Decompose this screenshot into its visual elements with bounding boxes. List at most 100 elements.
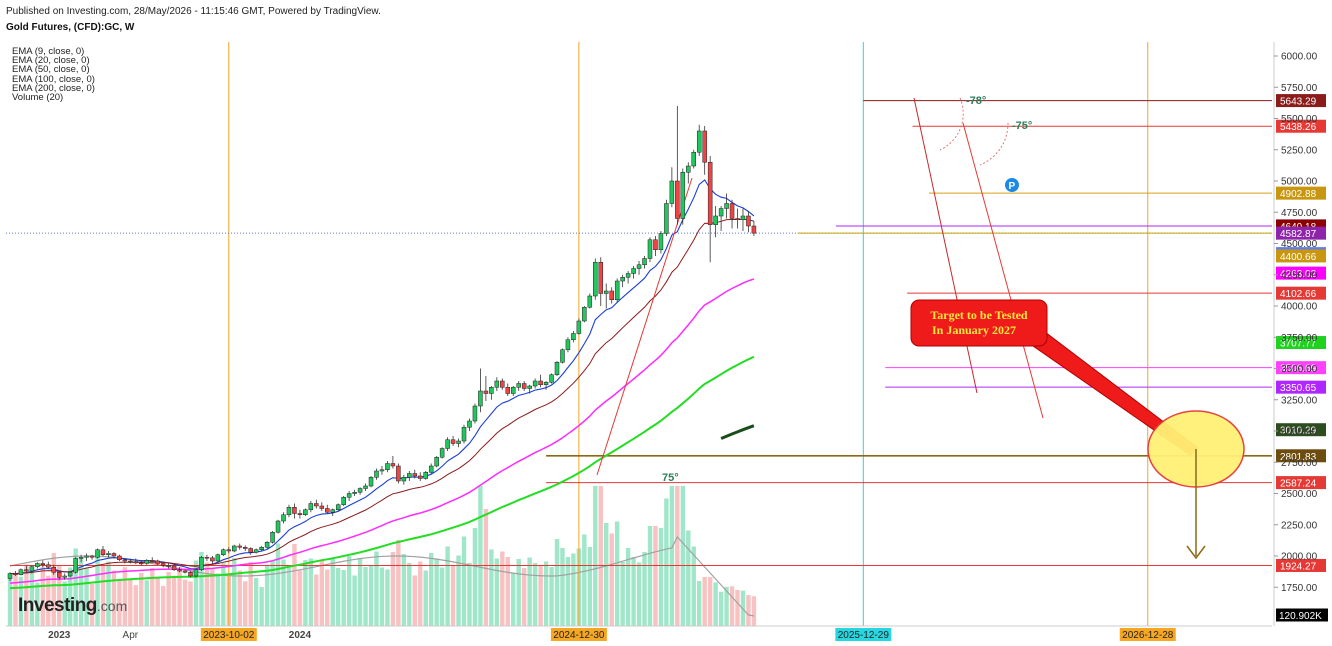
candle-body bbox=[565, 339, 571, 350]
candle-body bbox=[686, 165, 691, 173]
volume-label-bg bbox=[1276, 608, 1328, 622]
candle-body bbox=[560, 349, 565, 363]
volume-bar bbox=[653, 526, 658, 626]
price-tick-label: 5500.00 bbox=[1281, 114, 1318, 125]
volume-bar bbox=[385, 569, 390, 626]
candle-body bbox=[160, 563, 166, 566]
candle-body bbox=[647, 239, 653, 259]
time-label: 2024 bbox=[289, 630, 312, 641]
ema-line-100 bbox=[9, 355, 755, 590]
ema-lines bbox=[9, 179, 755, 590]
price-tick-label: 2500.00 bbox=[1281, 489, 1318, 500]
volume-bar bbox=[560, 548, 565, 626]
candle-body bbox=[259, 547, 264, 550]
candle-body bbox=[385, 463, 390, 470]
candle-body bbox=[341, 497, 346, 505]
volume-bar bbox=[456, 555, 461, 626]
candle-body bbox=[67, 572, 73, 577]
trendline-up bbox=[596, 177, 693, 476]
candle-body bbox=[204, 557, 210, 559]
candle-body bbox=[423, 472, 428, 479]
price-label: 5643.29 bbox=[1280, 97, 1317, 108]
time-axis: 2023 Apr 2023-10-02 2024 2024-12-30 2025-12-2… bbox=[6, 625, 1272, 641]
price-label: 4400.66 bbox=[1280, 252, 1317, 263]
volume-bar bbox=[724, 586, 729, 626]
candle-body bbox=[335, 504, 341, 510]
candle-body bbox=[669, 180, 675, 204]
candle-body bbox=[494, 380, 500, 388]
candle-body bbox=[46, 564, 51, 568]
candle-body bbox=[368, 477, 374, 487]
candle-body bbox=[439, 448, 445, 458]
indicator-ema20[interactable]: EMA (20, close, 0) bbox=[12, 55, 90, 67]
volume-bar bbox=[483, 509, 489, 626]
volume-bar bbox=[243, 581, 248, 626]
volume-bar bbox=[445, 546, 450, 626]
volume-bar bbox=[40, 566, 46, 626]
indicator-ema100[interactable]: EMA (100, close, 0) bbox=[12, 73, 95, 85]
price-label: 3350.65 bbox=[1280, 383, 1317, 394]
candle-body bbox=[418, 475, 423, 479]
candle-body bbox=[89, 555, 95, 558]
volume-bar bbox=[18, 576, 24, 626]
candle-body bbox=[106, 553, 111, 555]
volume-bar bbox=[620, 562, 625, 626]
volume-bar bbox=[396, 540, 401, 626]
volume-bar bbox=[625, 548, 631, 626]
candle-body bbox=[532, 380, 538, 387]
volume-bar bbox=[511, 573, 516, 626]
candle-body bbox=[543, 382, 549, 385]
volume-bar bbox=[664, 498, 669, 626]
angle-label: -75° bbox=[1012, 120, 1032, 132]
volume-bar bbox=[210, 568, 215, 626]
volume-bar bbox=[106, 561, 111, 626]
candle-body bbox=[549, 374, 554, 383]
volume-bar bbox=[729, 586, 735, 626]
volume-bar bbox=[489, 549, 494, 626]
candle-body bbox=[286, 507, 292, 515]
candle-body bbox=[100, 549, 106, 555]
candle-body bbox=[122, 559, 128, 562]
indicator-ema50[interactable]: EMA (50, close, 0) bbox=[12, 64, 90, 76]
candle-body bbox=[740, 215, 746, 220]
candle-body bbox=[264, 542, 270, 548]
volume-bar bbox=[325, 569, 330, 626]
volume-bar bbox=[527, 557, 532, 626]
price-label-bg bbox=[1276, 423, 1326, 437]
ema-line-20 bbox=[9, 218, 755, 575]
volume-bar bbox=[614, 521, 620, 626]
volume-bar bbox=[472, 528, 478, 626]
volume-bar bbox=[270, 561, 275, 626]
volume-bar bbox=[439, 567, 445, 626]
volume-bar bbox=[281, 559, 286, 626]
price-label-bg bbox=[1276, 119, 1326, 133]
indicator-ema200[interactable]: EMA (200, close, 0) bbox=[12, 82, 95, 94]
indicator-volume[interactable]: Volume (20) bbox=[12, 92, 64, 104]
volume-bar bbox=[29, 568, 35, 626]
indicator-ema9[interactable]: EMA (9, close, 0) bbox=[12, 46, 85, 57]
volume-bar bbox=[582, 534, 587, 626]
ema-line-9 bbox=[9, 179, 755, 575]
candle-body bbox=[412, 473, 418, 477]
volume-bar bbox=[669, 486, 675, 626]
volume-bar bbox=[232, 558, 237, 626]
price-tick-label: 4250.00 bbox=[1281, 270, 1318, 281]
volume-bar bbox=[647, 526, 653, 626]
candle-body bbox=[346, 493, 352, 498]
volume-bar bbox=[494, 558, 500, 626]
volume-bar bbox=[7, 576, 13, 626]
volume-bar bbox=[84, 568, 89, 626]
candle-body bbox=[735, 218, 740, 220]
candle-body bbox=[297, 513, 303, 515]
volume-bar bbox=[314, 574, 319, 626]
volume-bar bbox=[352, 575, 357, 626]
target-arrow-head bbox=[1186, 545, 1206, 560]
volume-bar bbox=[166, 572, 171, 626]
candle-body bbox=[270, 532, 275, 543]
volume-bar bbox=[549, 567, 554, 626]
candle-body bbox=[215, 554, 221, 562]
candle-body bbox=[631, 268, 636, 274]
drawings: -78° -75° 75° P bbox=[596, 95, 1044, 484]
